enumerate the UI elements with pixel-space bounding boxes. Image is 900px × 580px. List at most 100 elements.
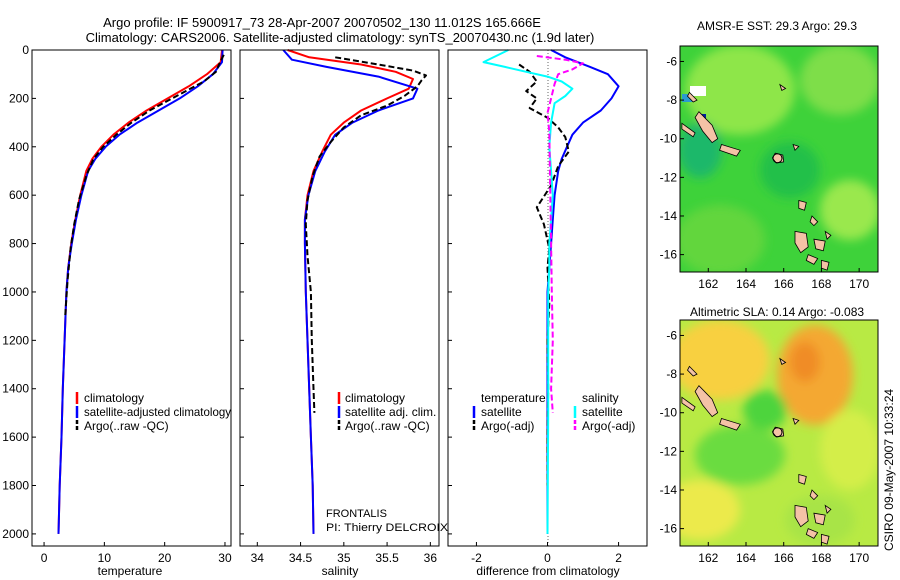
sla_map-island <box>821 533 830 545</box>
sla-blob <box>790 342 820 382</box>
sla_map-ytick-label: -6 <box>666 328 677 342</box>
difference-series-salinity-argo <box>536 55 584 413</box>
sst-blob <box>820 180 878 240</box>
sla_map-ytick-label: -8 <box>666 367 677 381</box>
sst_map-argo-position-marker <box>772 153 783 164</box>
sst_map-island <box>813 238 826 252</box>
sla_map-island <box>809 489 819 501</box>
salinity-xtick-label: 35.5 <box>375 551 399 565</box>
header-line2: Climatology: CARS2006. Satellite-adjuste… <box>86 30 595 45</box>
difference-series-temperature-satellite <box>546 49 620 534</box>
sla_map-island <box>813 512 826 526</box>
sst-blob <box>685 46 795 135</box>
salinity-legend-climatology: climatology <box>345 391 405 405</box>
sla-blob <box>820 410 878 490</box>
sst_map-ytick-label: -6 <box>666 54 677 68</box>
sst-missing-data <box>682 94 692 102</box>
temperature-legend-satellite: satellite-adjusted climatology <box>84 405 231 419</box>
sla_map-island <box>792 417 800 426</box>
depth-tick-label: 1800 <box>2 479 29 493</box>
sst_map-xtick-label: 162 <box>698 277 718 291</box>
sst_map-ytick-label: -16 <box>660 248 678 262</box>
salinity-xtick-label: 35 <box>337 551 351 565</box>
sla_map-island <box>681 396 696 412</box>
sla_map-island <box>798 473 807 485</box>
depth-tick-label: 1400 <box>2 382 29 396</box>
difference-xtick-label: 2 <box>615 551 622 565</box>
salinity-panel: 34 34.5 35 35.5 36 salinity climatology sate… <box>239 49 449 578</box>
sla-field-blobs <box>680 320 878 545</box>
sst_map-xtick-label: 170 <box>849 277 869 291</box>
sst_map-ytick-label: -14 <box>660 209 678 223</box>
sla_map-island <box>779 357 787 365</box>
depth-tick-label: 400 <box>9 140 29 154</box>
sla-map-frame <box>679 319 879 547</box>
sst_map-island <box>794 230 809 254</box>
sla_map-xtick-label: 162 <box>698 551 718 565</box>
sla_map-xtick-label: 166 <box>774 551 794 565</box>
sst_map-island <box>824 230 832 240</box>
float-pi-label: PI: Thierry DELCROIX <box>326 522 449 534</box>
depth-tick-label: 2000 <box>2 527 29 541</box>
sst_map-ytick-label: -12 <box>660 170 678 184</box>
temperature-xtick-label: 0 <box>41 551 48 565</box>
sst-map-frame <box>679 45 879 273</box>
temperature-axes-frame <box>31 49 232 547</box>
salinity-xtick-label: 34.5 <box>289 551 313 565</box>
difference-legend-header-salinity: salinity <box>582 391 619 405</box>
sla-blob <box>680 480 740 540</box>
salinity-axes-frame <box>239 49 440 547</box>
temperature-xtick-label: 10 <box>98 551 112 565</box>
depth-tick-label: 200 <box>9 91 29 105</box>
sla_map-island <box>805 528 819 539</box>
sst_map-island <box>798 199 807 211</box>
sla-blob <box>680 320 770 400</box>
sla-blob <box>695 425 785 485</box>
sst_map-island <box>687 91 698 103</box>
sst_map-island <box>779 83 787 91</box>
sla_map-ytick-label: -14 <box>660 483 678 497</box>
salinity-xtick-label: 34 <box>251 551 265 565</box>
sla-map-field <box>680 320 878 546</box>
sst_map-island <box>792 143 800 152</box>
sst_map-xtick-label: 168 <box>811 277 831 291</box>
sst-blob <box>800 46 878 115</box>
difference-legend-header-temperature: temperature <box>481 391 546 405</box>
salinity-legend-satellite: satellite adj. clim. <box>345 405 436 419</box>
difference-legend-sal-satellite: satellite <box>582 405 623 419</box>
sla_map-xtick-label: 168 <box>811 551 831 565</box>
temperature-xlabel: temperature <box>98 564 163 578</box>
temperature-panel: 0 10 20 30 0 200 400 600 800 1000 1200 1400 1600 1800… <box>2 43 232 578</box>
sla_map-xtick-label: 164 <box>736 551 756 565</box>
sla-map-panel: Altimetric SLA: 0.14 Argo: -0.083 162 164… <box>660 305 879 565</box>
sst-blob <box>760 142 820 198</box>
sst_map-ytick-label: -8 <box>666 93 677 107</box>
sla_map-island <box>719 418 741 431</box>
sst_map-xtick-label: 164 <box>736 277 756 291</box>
difference-series-salinity-satellite <box>482 49 574 534</box>
sla_map-island <box>824 504 832 514</box>
sst_map-island <box>681 122 696 138</box>
sla-map-title: Altimetric SLA: 0.14 Argo: -0.083 <box>690 305 864 319</box>
temperature-legend-argo: Argo(..raw -QC) <box>84 419 169 433</box>
sst_map-island <box>805 254 819 265</box>
temperature-xtick-label: 20 <box>158 551 172 565</box>
sst_map-island <box>809 215 819 227</box>
sst_map-ytick-label: -10 <box>660 132 678 146</box>
sst_map-xtick-label: 166 <box>774 277 794 291</box>
sst-map-panel: AMSR-E SST: 29.3 Argo: 29.3 162 164 166 168… <box>660 19 879 291</box>
sla_map-argo-position-marker <box>772 427 783 438</box>
salinity-xlabel: salinity <box>322 564 359 578</box>
sla_map-island <box>794 504 809 528</box>
depth-tick-label: 1200 <box>2 333 29 347</box>
salinity-series-satellite <box>282 49 419 534</box>
difference-legend-sal-argo: Argo(-adj) <box>582 419 635 433</box>
difference-legend-temp-argo: Argo(-adj) <box>481 419 534 433</box>
float-project-label: FRONTALIS <box>326 508 387 520</box>
sst_map-island <box>694 111 719 144</box>
sst_map-island <box>821 259 830 271</box>
difference-legend-temp-satellite: satellite <box>481 405 522 419</box>
difference-legend: temperature salinity satellite Argo(-adj… <box>472 391 635 433</box>
salinity-xtick-label: 36 <box>424 551 438 565</box>
sla_map-xtick-label: 170 <box>849 551 869 565</box>
